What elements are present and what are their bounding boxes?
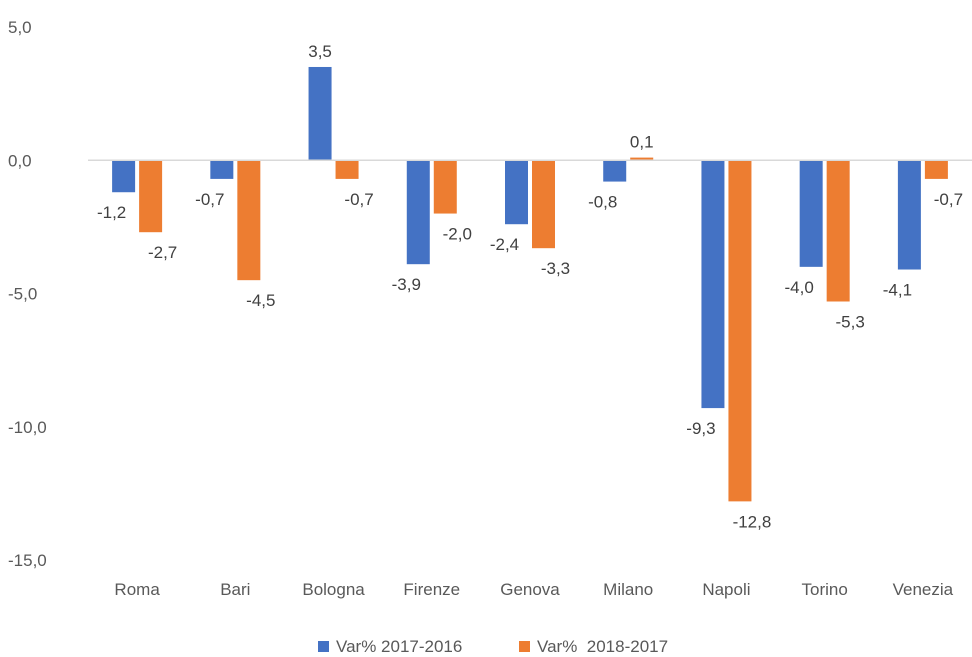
bar-var-2018-2017-bologna xyxy=(335,160,359,179)
bar-var-2018-2017-torino xyxy=(826,160,850,302)
legend-swatch xyxy=(519,641,530,652)
data-label: -2,7 xyxy=(148,243,177,262)
x-tick-label: Venezia xyxy=(893,580,954,599)
bar-var-2018-2017-genova xyxy=(532,160,555,249)
x-axis-category-labels: Roma Bari Bologna Firenze Genova Milano Napoli… xyxy=(114,580,953,599)
y-axis-ticks: 5,0 0,0 -5,0 -10,0 -15,0 xyxy=(8,18,47,570)
bar-var-2018-2017-venezia xyxy=(924,160,948,179)
x-tick-label: Napoli xyxy=(702,580,750,599)
data-label: -9,3 xyxy=(686,419,715,438)
bar-var-2017-2016-bologna xyxy=(308,66,332,161)
y-tick-label: -5,0 xyxy=(8,285,37,304)
data-label: -0,7 xyxy=(344,190,373,209)
bar-var-2017-2016-torino xyxy=(799,160,823,267)
bar-var-2017-2016-napoli xyxy=(701,160,725,409)
y-tick-label: 5,0 xyxy=(8,18,32,37)
data-label: -5,3 xyxy=(836,312,865,331)
bar-var-2018-2017-bari xyxy=(237,160,261,281)
data-label: -1,2 xyxy=(97,203,126,222)
legend-label: Var% 2018-2017 xyxy=(537,637,668,656)
x-tick-label: Bologna xyxy=(302,580,365,599)
x-tick-label: Torino xyxy=(802,580,848,599)
data-label: -3,9 xyxy=(392,275,421,294)
y-tick-label: -10,0 xyxy=(8,418,47,437)
legend: Var% 2017-2016 Var% 2018-2017 xyxy=(318,637,668,656)
legend-label: Var% 2017-2016 xyxy=(336,637,462,656)
bar-var-2017-2016-roma xyxy=(112,160,136,193)
bar-var-2017-2016-bari xyxy=(210,160,234,179)
data-label: -3,3 xyxy=(541,259,570,278)
bars xyxy=(112,66,948,502)
x-tick-label: Bari xyxy=(220,580,250,599)
x-tick-label: Genova xyxy=(500,580,560,599)
y-tick-label: -15,0 xyxy=(8,551,47,570)
bar-var-2017-2016-milano xyxy=(603,160,627,182)
data-label: -4,1 xyxy=(883,281,912,300)
bar-var-2018-2017-napoli xyxy=(728,160,752,502)
y-tick-label: 0,0 xyxy=(8,151,32,170)
bar-var-2017-2016-genova xyxy=(505,160,528,225)
data-label: -12,8 xyxy=(733,512,772,531)
data-label: -0,8 xyxy=(588,193,617,212)
data-label: -2,4 xyxy=(490,235,519,254)
legend-swatch xyxy=(318,641,329,652)
bar-var-2018-2017-roma xyxy=(139,160,163,233)
x-tick-label: Milano xyxy=(603,580,653,599)
bar-var-2017-2016-venezia xyxy=(897,160,921,270)
data-label: 0,1 xyxy=(630,133,654,152)
data-label: -4,5 xyxy=(246,291,275,310)
data-label: -4,0 xyxy=(785,278,814,297)
bar-var-2018-2017-firenze xyxy=(433,160,457,214)
x-tick-label: Firenze xyxy=(403,580,460,599)
data-label: 3,5 xyxy=(308,42,332,61)
data-label: -0,7 xyxy=(934,190,963,209)
x-tick-label: Roma xyxy=(114,580,160,599)
data-label: -2,0 xyxy=(443,225,472,244)
data-labels: -1,2 -2,7 -0,7 -4,5 3,5 -0,7 -3,9 -2,0 -2,4 -3,3 -… xyxy=(97,42,963,531)
bar-var-2018-2017-milano xyxy=(630,157,654,161)
bar-var-2017-2016-firenze xyxy=(406,160,430,265)
data-label: -0,7 xyxy=(195,190,224,209)
